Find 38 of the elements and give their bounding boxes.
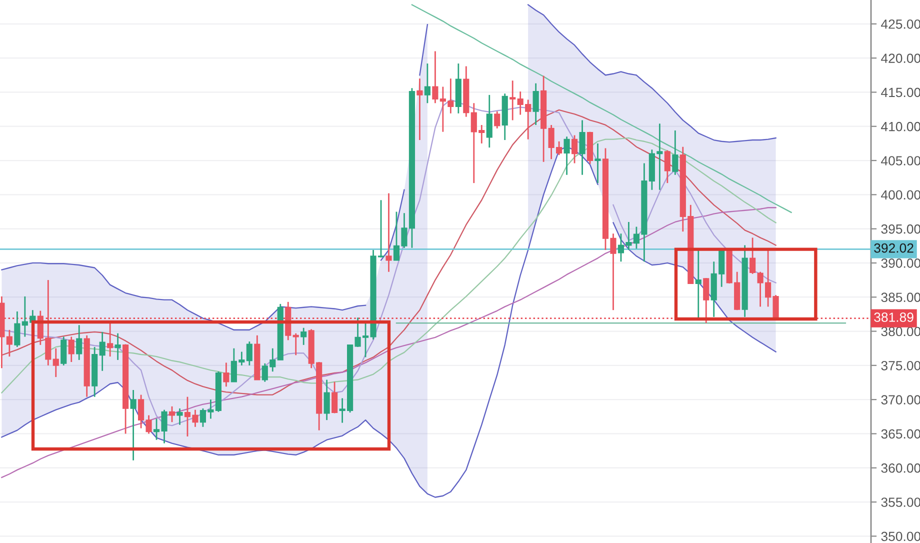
candlestick (176, 408, 183, 426)
candlestick (672, 130, 678, 176)
candlestick (486, 94, 492, 148)
candlestick (510, 80, 516, 121)
candlestick (168, 406, 176, 423)
candlestick (494, 110, 500, 130)
candlestick (130, 389, 136, 462)
candlestick (292, 332, 299, 356)
candlestick (332, 381, 338, 414)
candlestick (6, 329, 12, 358)
candlestick (68, 336, 74, 363)
ref-line-label: 392.02 (874, 243, 914, 253)
candlestick (223, 362, 230, 388)
candlestick (52, 348, 59, 378)
candlestick (246, 340, 252, 366)
candlestick (76, 324, 82, 361)
candlestick (532, 82, 539, 126)
candlestick (424, 62, 430, 104)
candlestick (703, 277, 710, 324)
candlestick (114, 332, 121, 361)
ref-line-label: 381.89 (874, 312, 914, 322)
line-series (411, 4, 792, 214)
candlestick (14, 310, 20, 348)
candlestick (99, 331, 106, 372)
candlestick (579, 120, 586, 176)
candlestick (432, 50, 438, 104)
candlestick (571, 134, 578, 164)
candlestick (564, 136, 570, 176)
candlestick (324, 379, 330, 421)
candlestick (416, 78, 423, 141)
candlestick (750, 236, 756, 275)
candlestick (664, 150, 670, 184)
candlestick (594, 142, 601, 184)
candlestick (300, 327, 307, 346)
candlestick (386, 192, 392, 273)
candlestick (695, 249, 702, 319)
candlestick (60, 336, 67, 366)
line-series (1, 207, 776, 478)
